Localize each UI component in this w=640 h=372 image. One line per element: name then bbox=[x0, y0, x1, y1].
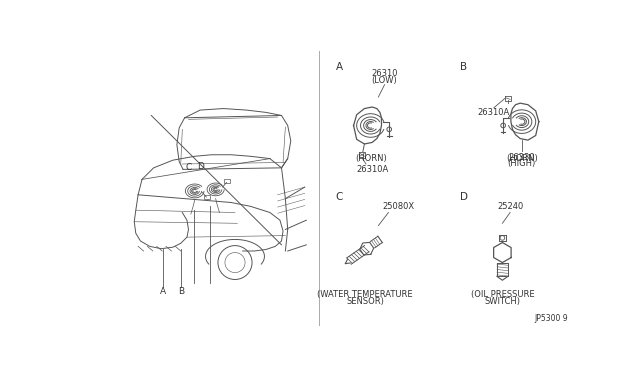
Text: A: A bbox=[336, 62, 343, 71]
Bar bbox=[204, 195, 210, 199]
Text: 26330: 26330 bbox=[508, 153, 535, 161]
Text: (OIL PRESSURE: (OIL PRESSURE bbox=[470, 291, 534, 299]
Text: SWITCH): SWITCH) bbox=[484, 297, 520, 306]
Text: (HIGH): (HIGH) bbox=[508, 160, 536, 169]
Text: C: C bbox=[186, 163, 191, 172]
Text: C: C bbox=[336, 192, 343, 202]
Text: B: B bbox=[178, 286, 184, 295]
Text: 25080X: 25080X bbox=[382, 202, 414, 211]
Text: B: B bbox=[460, 62, 467, 71]
Text: A: A bbox=[160, 286, 166, 295]
Text: D: D bbox=[460, 192, 468, 202]
Text: JP5300 9: JP5300 9 bbox=[534, 314, 568, 323]
Text: SENSOR): SENSOR) bbox=[346, 297, 384, 306]
Text: (WATER TEMPERATURE: (WATER TEMPERATURE bbox=[317, 291, 413, 299]
Bar bbox=[224, 179, 230, 183]
Text: 26310A: 26310A bbox=[477, 108, 510, 117]
Text: (HORN): (HORN) bbox=[506, 154, 538, 163]
Text: (LOW): (LOW) bbox=[372, 76, 397, 85]
Text: 26310A: 26310A bbox=[356, 165, 388, 174]
Text: D: D bbox=[196, 162, 204, 171]
Text: 25240: 25240 bbox=[497, 202, 524, 211]
Text: (HORN): (HORN) bbox=[355, 154, 387, 163]
Text: 26310: 26310 bbox=[371, 70, 398, 78]
